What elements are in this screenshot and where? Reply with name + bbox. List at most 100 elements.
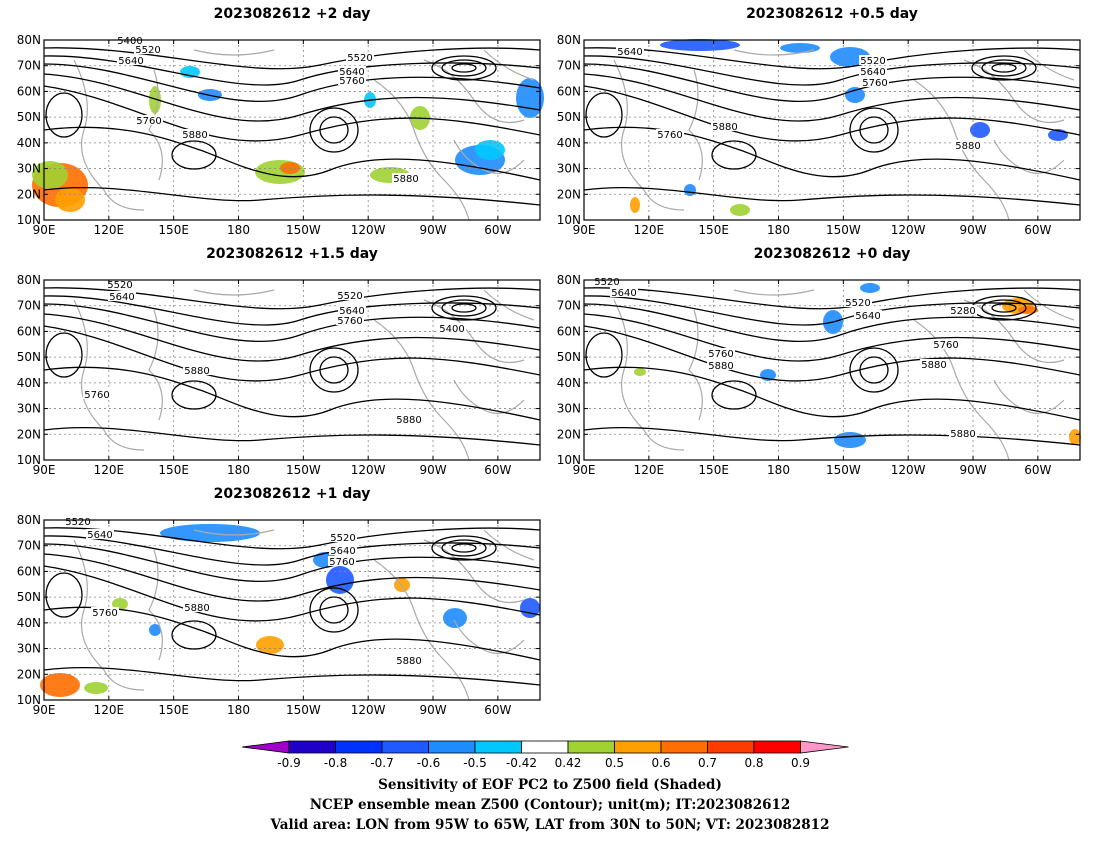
lat-tick-label: 50N <box>17 350 41 364</box>
colorbar-segment <box>707 740 755 754</box>
panel-title: 2023082612 +1 day <box>213 486 371 502</box>
contour-label: 5640 <box>339 306 364 317</box>
sensitivity-shading <box>280 162 300 174</box>
map-plot: 564055205640576057605880588080N70N60N50N… <box>557 33 1081 237</box>
contour-label: 5880 <box>396 656 421 667</box>
colorbar-segment <box>567 740 615 754</box>
contour-label: 5640 <box>87 530 112 541</box>
caption-line-1: Sensitivity of EOF PC2 to Z500 field (Sh… <box>378 777 722 793</box>
lon-tick-label: 60W <box>484 703 511 717</box>
sensitivity-shading <box>520 598 540 618</box>
contour-label: 5400 <box>117 36 142 47</box>
panel-title: 2023082612 +0 day <box>753 246 911 262</box>
lon-tick-label: 120E <box>94 703 125 717</box>
lat-tick-label: 20N <box>557 427 581 441</box>
colorbar-tick-label: -0.42 <box>505 756 538 770</box>
sensitivity-shading <box>32 161 68 189</box>
lon-tick-label: 120E <box>634 463 665 477</box>
lat-tick-label: 10N <box>17 453 41 467</box>
colorbar-tick-label: -0.7 <box>370 756 394 770</box>
sensitivity-shading <box>730 204 750 216</box>
contour-label: 5640 <box>109 292 134 303</box>
lat-tick-label: 80N <box>557 33 581 47</box>
lon-tick-label: 90E <box>33 703 56 717</box>
panel-plus2-day: 2023082612 +2 day 5400 5520 5640 5520 5640 57… <box>0 0 550 240</box>
lon-tick-label: 180 <box>227 223 250 237</box>
coastlines <box>613 49 1075 221</box>
contour-label: 5880 <box>393 174 418 185</box>
sensitivity-shading <box>634 368 646 376</box>
contour-label: 5640 <box>855 311 880 322</box>
lon-tick-label: 60W <box>1024 463 1051 477</box>
contour-label: 5640 <box>860 67 885 78</box>
lat-tick-label: 30N <box>557 162 581 176</box>
sensitivity-shading <box>40 673 80 697</box>
lat-tick-label: 40N <box>557 376 581 390</box>
lon-tick-label: 60W <box>484 223 511 237</box>
lon-tick-label: 120W <box>891 463 926 477</box>
colorbar <box>241 740 849 754</box>
lon-tick-label: 90E <box>573 463 596 477</box>
lat-tick-label: 40N <box>17 136 41 150</box>
colorbar-tick-label: 0.8 <box>744 756 764 770</box>
contour-label: 5640 <box>330 546 355 557</box>
contour-label: 5880 <box>184 603 209 614</box>
caption-line-3: Valid area: LON from 95W to 65W, LAT fro… <box>270 817 830 833</box>
lon-tick-label: 120E <box>634 223 665 237</box>
lon-tick-label: 90E <box>573 223 596 237</box>
colorbar-tick-label: 0.7 <box>697 756 718 770</box>
lat-tick-label: 30N <box>17 402 41 416</box>
lat-tick-label: 70N <box>557 299 581 313</box>
contour-label: 5640 <box>611 288 636 299</box>
contour-label: 5880 <box>182 130 207 141</box>
contour-label: 5880 <box>184 366 209 377</box>
contour-label: 5760 <box>136 116 161 127</box>
lat-tick-label: 40N <box>557 136 581 150</box>
lon-tick-label: 120W <box>351 223 386 237</box>
lon-tick-label: 90W <box>959 463 986 477</box>
lat-tick-label: 60N <box>17 564 41 578</box>
sensitivity-shading <box>860 283 880 293</box>
map-background <box>44 40 540 220</box>
coastlines <box>73 529 535 701</box>
lat-tick-label: 40N <box>17 376 41 390</box>
contour-label: 5880 <box>955 141 980 152</box>
contour-label: 5760 <box>933 340 958 351</box>
lat-tick-label: 50N <box>17 110 41 124</box>
contour-label: 5520 <box>65 517 90 528</box>
panel-title: 2023082612 +0.5 day <box>746 6 918 22</box>
lon-tick-label: 120E <box>94 223 125 237</box>
contour-label: 5880 <box>708 361 733 372</box>
contour-label: 5520 <box>337 291 362 302</box>
lat-tick-label: 80N <box>17 513 41 527</box>
lat-tick-label: 20N <box>17 427 41 441</box>
lon-tick-label: 90W <box>419 223 446 237</box>
contour-label: 5760 <box>862 78 887 89</box>
colorbar-tick-label: 0.42 <box>554 756 582 770</box>
contour-label: 5520 <box>594 277 619 288</box>
contour-label: 5760 <box>708 349 733 360</box>
colorbar-segment <box>335 740 383 754</box>
lon-tick-label: 180 <box>767 223 790 237</box>
panel-plus1-day: 2023082612 +1 day 5520 5640 5520 5640 5760 57… <box>0 480 550 720</box>
colorbar-segment <box>521 740 569 754</box>
lon-tick-label: 150E <box>158 223 189 237</box>
z500-contours <box>43 527 541 686</box>
map-frame <box>583 279 1081 461</box>
colorbar-tick-label: -0.9 <box>277 756 301 770</box>
z500-contours <box>583 47 1081 206</box>
panel-plus0.5-day: 2023082612 +0.5 day 5640 5520 5640 5760 5760… <box>540 0 1100 240</box>
lon-tick-label: 150W <box>286 703 321 717</box>
map-frame <box>43 519 541 701</box>
lon-tick-label: 90W <box>419 703 446 717</box>
contour-label: 5400 <box>439 324 464 335</box>
contour-label: 5520 <box>845 298 870 309</box>
sensitivity-shading <box>256 636 284 654</box>
sensitivity-shading <box>326 566 354 594</box>
lat-tick-label: 20N <box>17 187 41 201</box>
lon-tick-label: 120W <box>351 463 386 477</box>
lat-tick-label: 10N <box>17 213 41 227</box>
